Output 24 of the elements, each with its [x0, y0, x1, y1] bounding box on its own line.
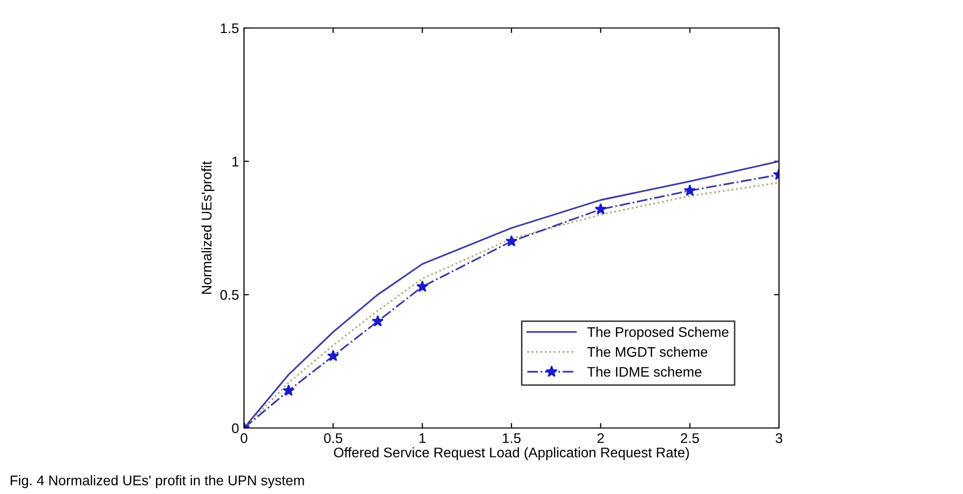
x-tick-label: 0	[240, 433, 248, 444]
point	[282, 384, 295, 396]
y-tick-label: 1	[232, 156, 238, 166]
x-tick-label: 3	[776, 433, 782, 444]
point	[416, 280, 428, 292]
point	[327, 350, 340, 362]
x-tick-label: 0.5	[324, 433, 342, 444]
y-tick-label: 1.5	[220, 23, 239, 34]
y-axis-title: Normalized UEs'profit	[201, 161, 214, 294]
point	[684, 184, 696, 196]
x-axis-title: Offered Service Request Load (Application Request Rate)	[334, 447, 689, 460]
point	[594, 203, 607, 215]
point	[506, 235, 518, 247]
caption: Fig. 4 Normalized UEs' profit in the UPN system	[10, 475, 304, 488]
legend-label: The MGDT scheme	[587, 346, 708, 357]
y-tick-label: 0	[232, 423, 239, 434]
point	[372, 315, 384, 327]
x-tick-label: 1.5	[502, 433, 521, 444]
y-tick-label: 0.5	[220, 290, 239, 300]
x-tick-label: 1	[420, 433, 426, 443]
legend-label: The Proposed Scheme	[587, 326, 728, 340]
legend-label: The IDME scheme	[587, 366, 702, 377]
x-tick-label: 2	[598, 433, 604, 443]
x-tick-label: 2.5	[680, 433, 699, 444]
